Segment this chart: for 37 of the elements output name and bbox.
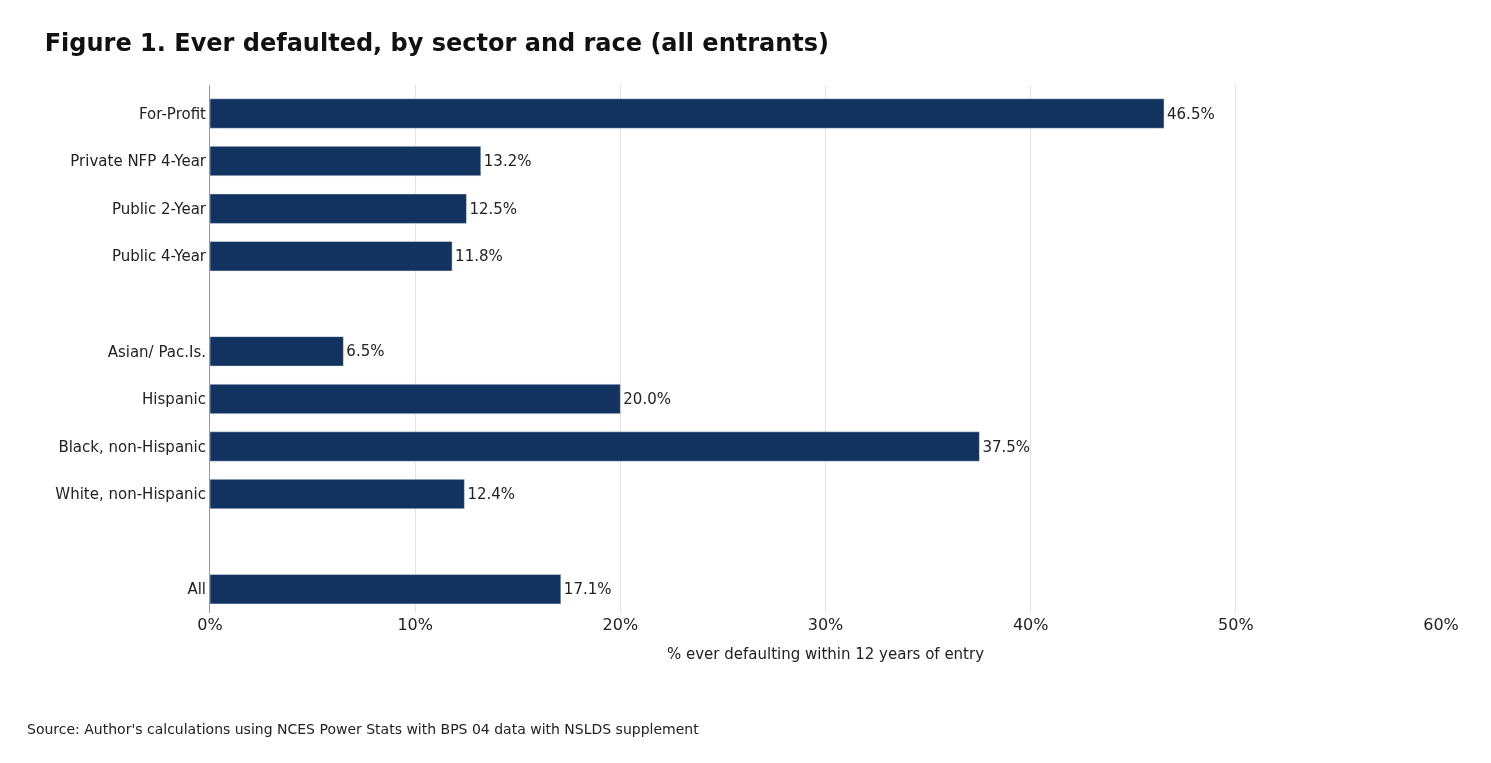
- data-label: 11.8%: [455, 247, 503, 266]
- y-tick-label: Hispanic: [142, 390, 206, 409]
- y-tick-label: Private NFP 4-Year: [70, 152, 207, 171]
- data-label: 17.1%: [563, 580, 612, 599]
- bar: [210, 98, 1165, 129]
- y-tick-label: For-Profit: [138, 104, 207, 123]
- x-axis-title: % ever defaulting within 12 years of entry: [666, 645, 985, 663]
- y-tick-label: Asian/ Pac.Is.: [107, 342, 206, 361]
- data-label: 13.2%: [483, 152, 532, 171]
- bar: [210, 146, 482, 177]
- x-tick-label: 30%: [807, 615, 844, 634]
- x-tick-label: 20%: [602, 615, 639, 634]
- y-tick-label: Public 2-Year: [111, 199, 207, 218]
- x-tick-label: 50%: [1218, 615, 1254, 634]
- chart-title: Figure 1. Ever defaulted, by sector and race (all entrants): [44, 29, 830, 58]
- source-note: Source: Author's calculations using NCES Power Stats with BPS 04 data with NSLDS supplement: [27, 721, 700, 737]
- x-tick-label: 10%: [397, 615, 433, 634]
- y-tick-label: White, non-Hispanic: [55, 485, 206, 504]
- bar: [210, 431, 980, 462]
- bar: [210, 241, 453, 272]
- bar: [210, 193, 467, 224]
- data-label: 20.0%: [623, 389, 671, 408]
- y-tick-label: All: [187, 580, 206, 599]
- x-tick-label: 0%: [197, 615, 223, 634]
- bar: [210, 383, 621, 414]
- bar: [210, 574, 562, 605]
- data-label: 12.5%: [469, 199, 518, 218]
- data-label: 46.5%: [1167, 104, 1215, 123]
- x-tick-label: 60%: [1423, 615, 1459, 634]
- y-tick-label: Black, non-Hispanic: [58, 437, 206, 456]
- bar: [210, 479, 465, 510]
- data-label: 12.4%: [467, 485, 516, 504]
- bar: [210, 336, 344, 367]
- y-tick-label: Public 4-Year: [111, 247, 207, 266]
- x-tick-label: 40%: [1012, 615, 1049, 634]
- data-label: 6.5%: [346, 342, 385, 361]
- data-label: 37.5%: [982, 437, 1031, 456]
